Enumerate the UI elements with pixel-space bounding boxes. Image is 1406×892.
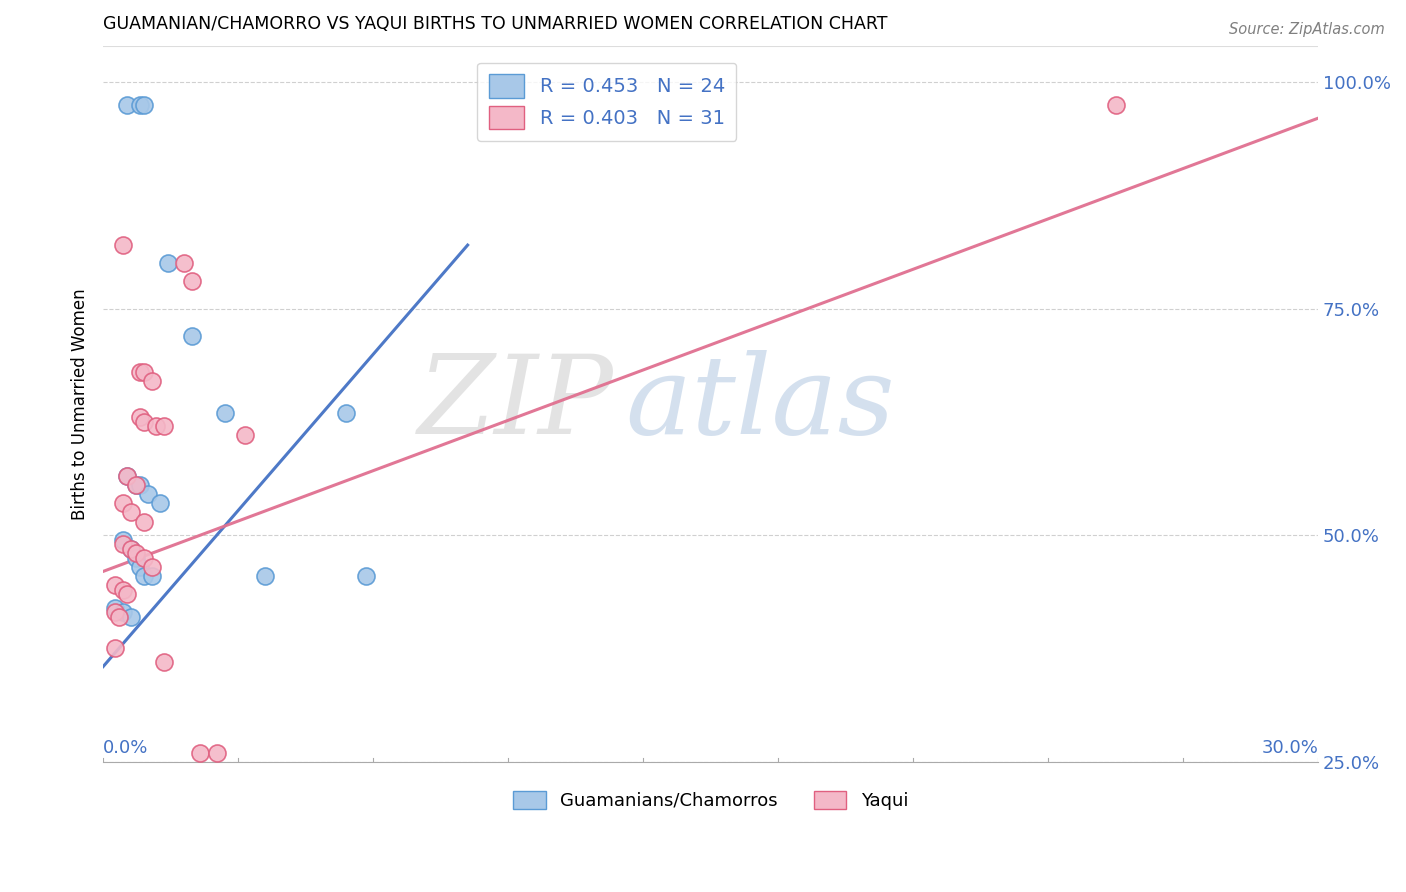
Text: ZIP: ZIP (418, 350, 613, 458)
Point (128, 410, 150, 425)
Point (112, 537, 135, 551)
Point (1104, 97, 1126, 112)
Point (104, 641, 127, 656)
Point (149, 496, 172, 510)
Point (173, 256, 195, 270)
Text: atlas: atlas (626, 350, 896, 458)
Point (153, 419, 176, 434)
Point (141, 569, 163, 583)
Legend: Guamanians/Chamorros, Yaqui: Guamanians/Chamorros, Yaqui (506, 783, 915, 817)
Point (132, 550, 155, 565)
Point (121, 541, 143, 556)
Point (128, 97, 150, 112)
Point (128, 560, 150, 574)
Point (128, 365, 150, 379)
Point (356, 569, 378, 583)
Point (128, 478, 150, 492)
Point (254, 569, 277, 583)
Point (132, 365, 155, 379)
Point (112, 496, 135, 510)
Text: 0.0%: 0.0% (103, 739, 149, 757)
Point (132, 569, 155, 583)
Point (132, 415, 155, 429)
Point (112, 533, 135, 547)
Point (335, 406, 357, 420)
Point (233, 428, 256, 442)
Point (141, 560, 163, 574)
Text: GUAMANIAN/CHAMORRO VS YAQUI BIRTHS TO UNMARRIED WOMEN CORRELATION CHART: GUAMANIAN/CHAMORRO VS YAQUI BIRTHS TO UN… (103, 15, 887, 33)
Point (117, 469, 139, 483)
Point (145, 419, 167, 434)
Point (112, 238, 135, 252)
Point (121, 609, 143, 624)
Point (181, 274, 204, 288)
Point (104, 605, 127, 619)
Point (659, 814, 682, 828)
Point (121, 541, 143, 556)
Point (153, 655, 176, 669)
Point (124, 478, 146, 492)
Text: Source: ZipAtlas.com: Source: ZipAtlas.com (1229, 22, 1385, 37)
Text: 30.0%: 30.0% (1261, 739, 1319, 757)
Point (124, 546, 146, 560)
Point (124, 550, 146, 565)
Point (181, 328, 204, 343)
Point (112, 605, 135, 619)
Point (214, 406, 236, 420)
Point (108, 609, 131, 624)
Point (188, 746, 211, 760)
Point (117, 97, 139, 112)
Point (104, 578, 127, 592)
Point (112, 582, 135, 597)
Point (132, 97, 155, 112)
Point (205, 746, 228, 760)
Point (136, 487, 159, 501)
Point (132, 515, 155, 529)
Y-axis label: Births to Unmarried Women: Births to Unmarried Women (72, 288, 89, 519)
Point (156, 256, 179, 270)
Point (121, 506, 143, 520)
Point (104, 600, 127, 615)
Point (117, 469, 139, 483)
Point (141, 374, 163, 388)
Point (699, 814, 721, 828)
Point (124, 478, 146, 492)
Point (117, 587, 139, 601)
